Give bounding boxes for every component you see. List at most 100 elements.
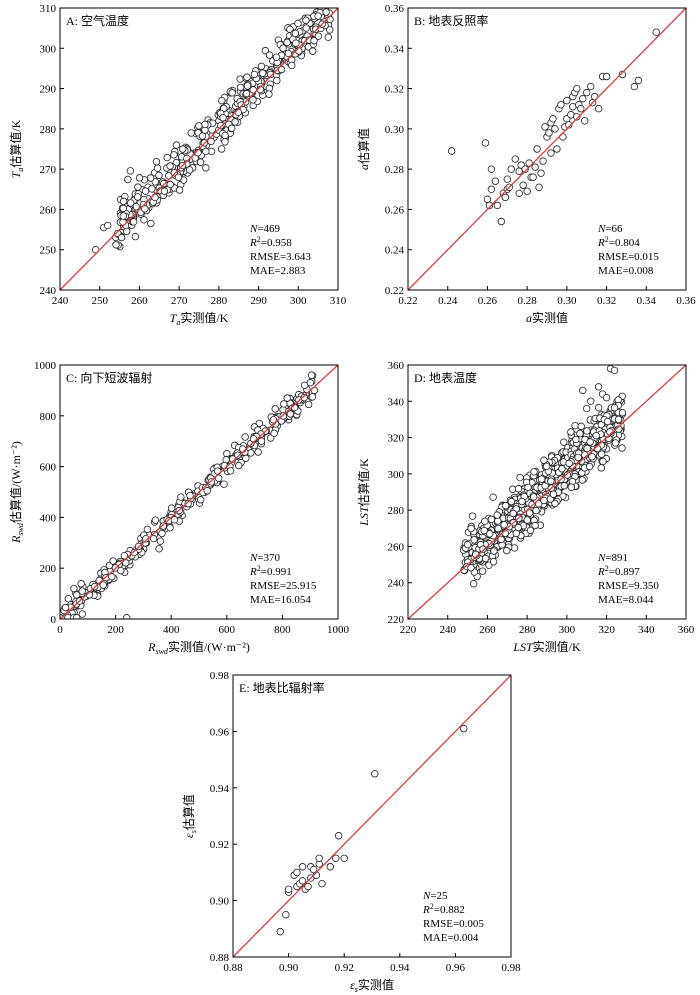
data-point: [160, 187, 169, 195]
data-point: [324, 33, 332, 41]
x-tick-label: 0.32: [597, 295, 616, 307]
data-point: [523, 187, 531, 195]
data-point: [318, 879, 326, 888]
data-point: [332, 854, 340, 862]
data-point: [516, 473, 524, 482]
data-point: [460, 724, 468, 733]
data-point: [501, 501, 510, 510]
data-point: [242, 454, 250, 462]
data-point: [61, 603, 70, 612]
data-point: [141, 205, 149, 213]
data-point: [304, 400, 313, 409]
y-tick-label: 250: [40, 245, 57, 257]
data-point: [585, 462, 594, 471]
data-point: [483, 195, 492, 204]
data-point: [163, 153, 171, 162]
y-tick-label: 0.32: [385, 84, 404, 96]
data-point: [70, 584, 78, 593]
data-point: [611, 439, 620, 447]
data-point: [479, 545, 487, 553]
data-point: [155, 171, 163, 180]
data-point: [147, 219, 155, 228]
x-tick-label: 0.98: [501, 962, 521, 974]
x-tick-label: 0: [57, 624, 63, 636]
data-point: [535, 183, 543, 191]
data-point: [170, 151, 178, 159]
data-point: [487, 515, 496, 524]
data-point: [537, 169, 545, 177]
data-point: [243, 82, 252, 90]
data-point: [235, 461, 243, 470]
data-point: [572, 435, 580, 444]
panel-b: 0.22 0.24 0.26 0.28 0.30 0.32 0.34 0.36 0.22 0.24…: [356, 3, 696, 325]
data-point: [485, 201, 494, 210]
data-point: [310, 37, 318, 45]
y-tick-label: 240: [40, 285, 57, 297]
y-tick-label: 310: [40, 3, 57, 15]
data-point: [315, 854, 323, 862]
y-tick-label: 0.22: [385, 285, 404, 297]
data-point: [583, 427, 591, 435]
data-point: [221, 131, 229, 140]
data-point: [184, 499, 192, 508]
plot-frame: [59, 364, 339, 620]
data-point: [133, 193, 142, 201]
data-point: [170, 169, 178, 177]
y-tick-label: 240: [388, 578, 405, 590]
data-point: [487, 185, 496, 193]
stat-mae: MAE=0.004: [423, 932, 479, 944]
x-tick-label: 0.96: [446, 962, 466, 974]
panel-e: 0.88 0.90 0.92 0.94 0.96 0.98 0.88 0.90 0.92 0.94…: [181, 670, 521, 994]
data-point: [273, 76, 281, 85]
data-point: [156, 537, 165, 545]
data-point: [314, 32, 323, 40]
data-point: [579, 386, 587, 395]
data-point: [221, 138, 229, 146]
y-tick-label: 0.34: [385, 43, 405, 55]
data-point: [551, 125, 559, 133]
data-point: [489, 493, 497, 501]
data-point: [241, 433, 249, 441]
data-point: [577, 105, 585, 113]
data-point: [166, 524, 174, 532]
data-point: [563, 471, 572, 479]
x-tick-label: 260: [131, 295, 148, 307]
data-point: [119, 212, 127, 220]
data-point: [167, 504, 176, 512]
y-tick-label: 0: [51, 614, 57, 626]
y-tick-label: 270: [40, 164, 57, 176]
data-point: [468, 512, 477, 520]
data-point: [77, 580, 85, 588]
stat-mae: MAE=16.054: [250, 594, 311, 606]
data-point: [519, 181, 527, 189]
data-point: [231, 118, 239, 126]
data-point: [594, 383, 603, 391]
one-to-one-line: [407, 7, 687, 291]
data-point: [286, 410, 295, 418]
data-point: [283, 394, 291, 402]
y-tick-label: 260: [40, 204, 57, 216]
data-point: [242, 89, 251, 98]
panel-title: D: 地表温度: [414, 370, 477, 385]
stat-rmse: RMSE=0.015: [598, 251, 659, 263]
data-point: [151, 516, 160, 524]
y-axis-title: εs估算值: [181, 794, 198, 838]
data-point: [122, 227, 131, 236]
y-tick-label: 340: [388, 396, 405, 408]
data-point: [567, 428, 575, 436]
data-point: [478, 567, 487, 575]
data-point: [579, 94, 587, 103]
data-point: [618, 444, 626, 452]
y-tick-label: 320: [388, 433, 405, 445]
panel-title: A: 空气温度: [66, 13, 129, 28]
y-tick-label: 0.30: [385, 124, 405, 136]
data-point: [481, 139, 490, 147]
data-point: [533, 145, 541, 153]
data-point: [469, 580, 478, 588]
data-point: [126, 167, 135, 175]
data-point: [602, 393, 611, 402]
data-point: [265, 51, 274, 59]
y-tick-label: 0.26: [385, 204, 405, 216]
data-point: [202, 164, 210, 172]
data-point: [142, 535, 150, 543]
